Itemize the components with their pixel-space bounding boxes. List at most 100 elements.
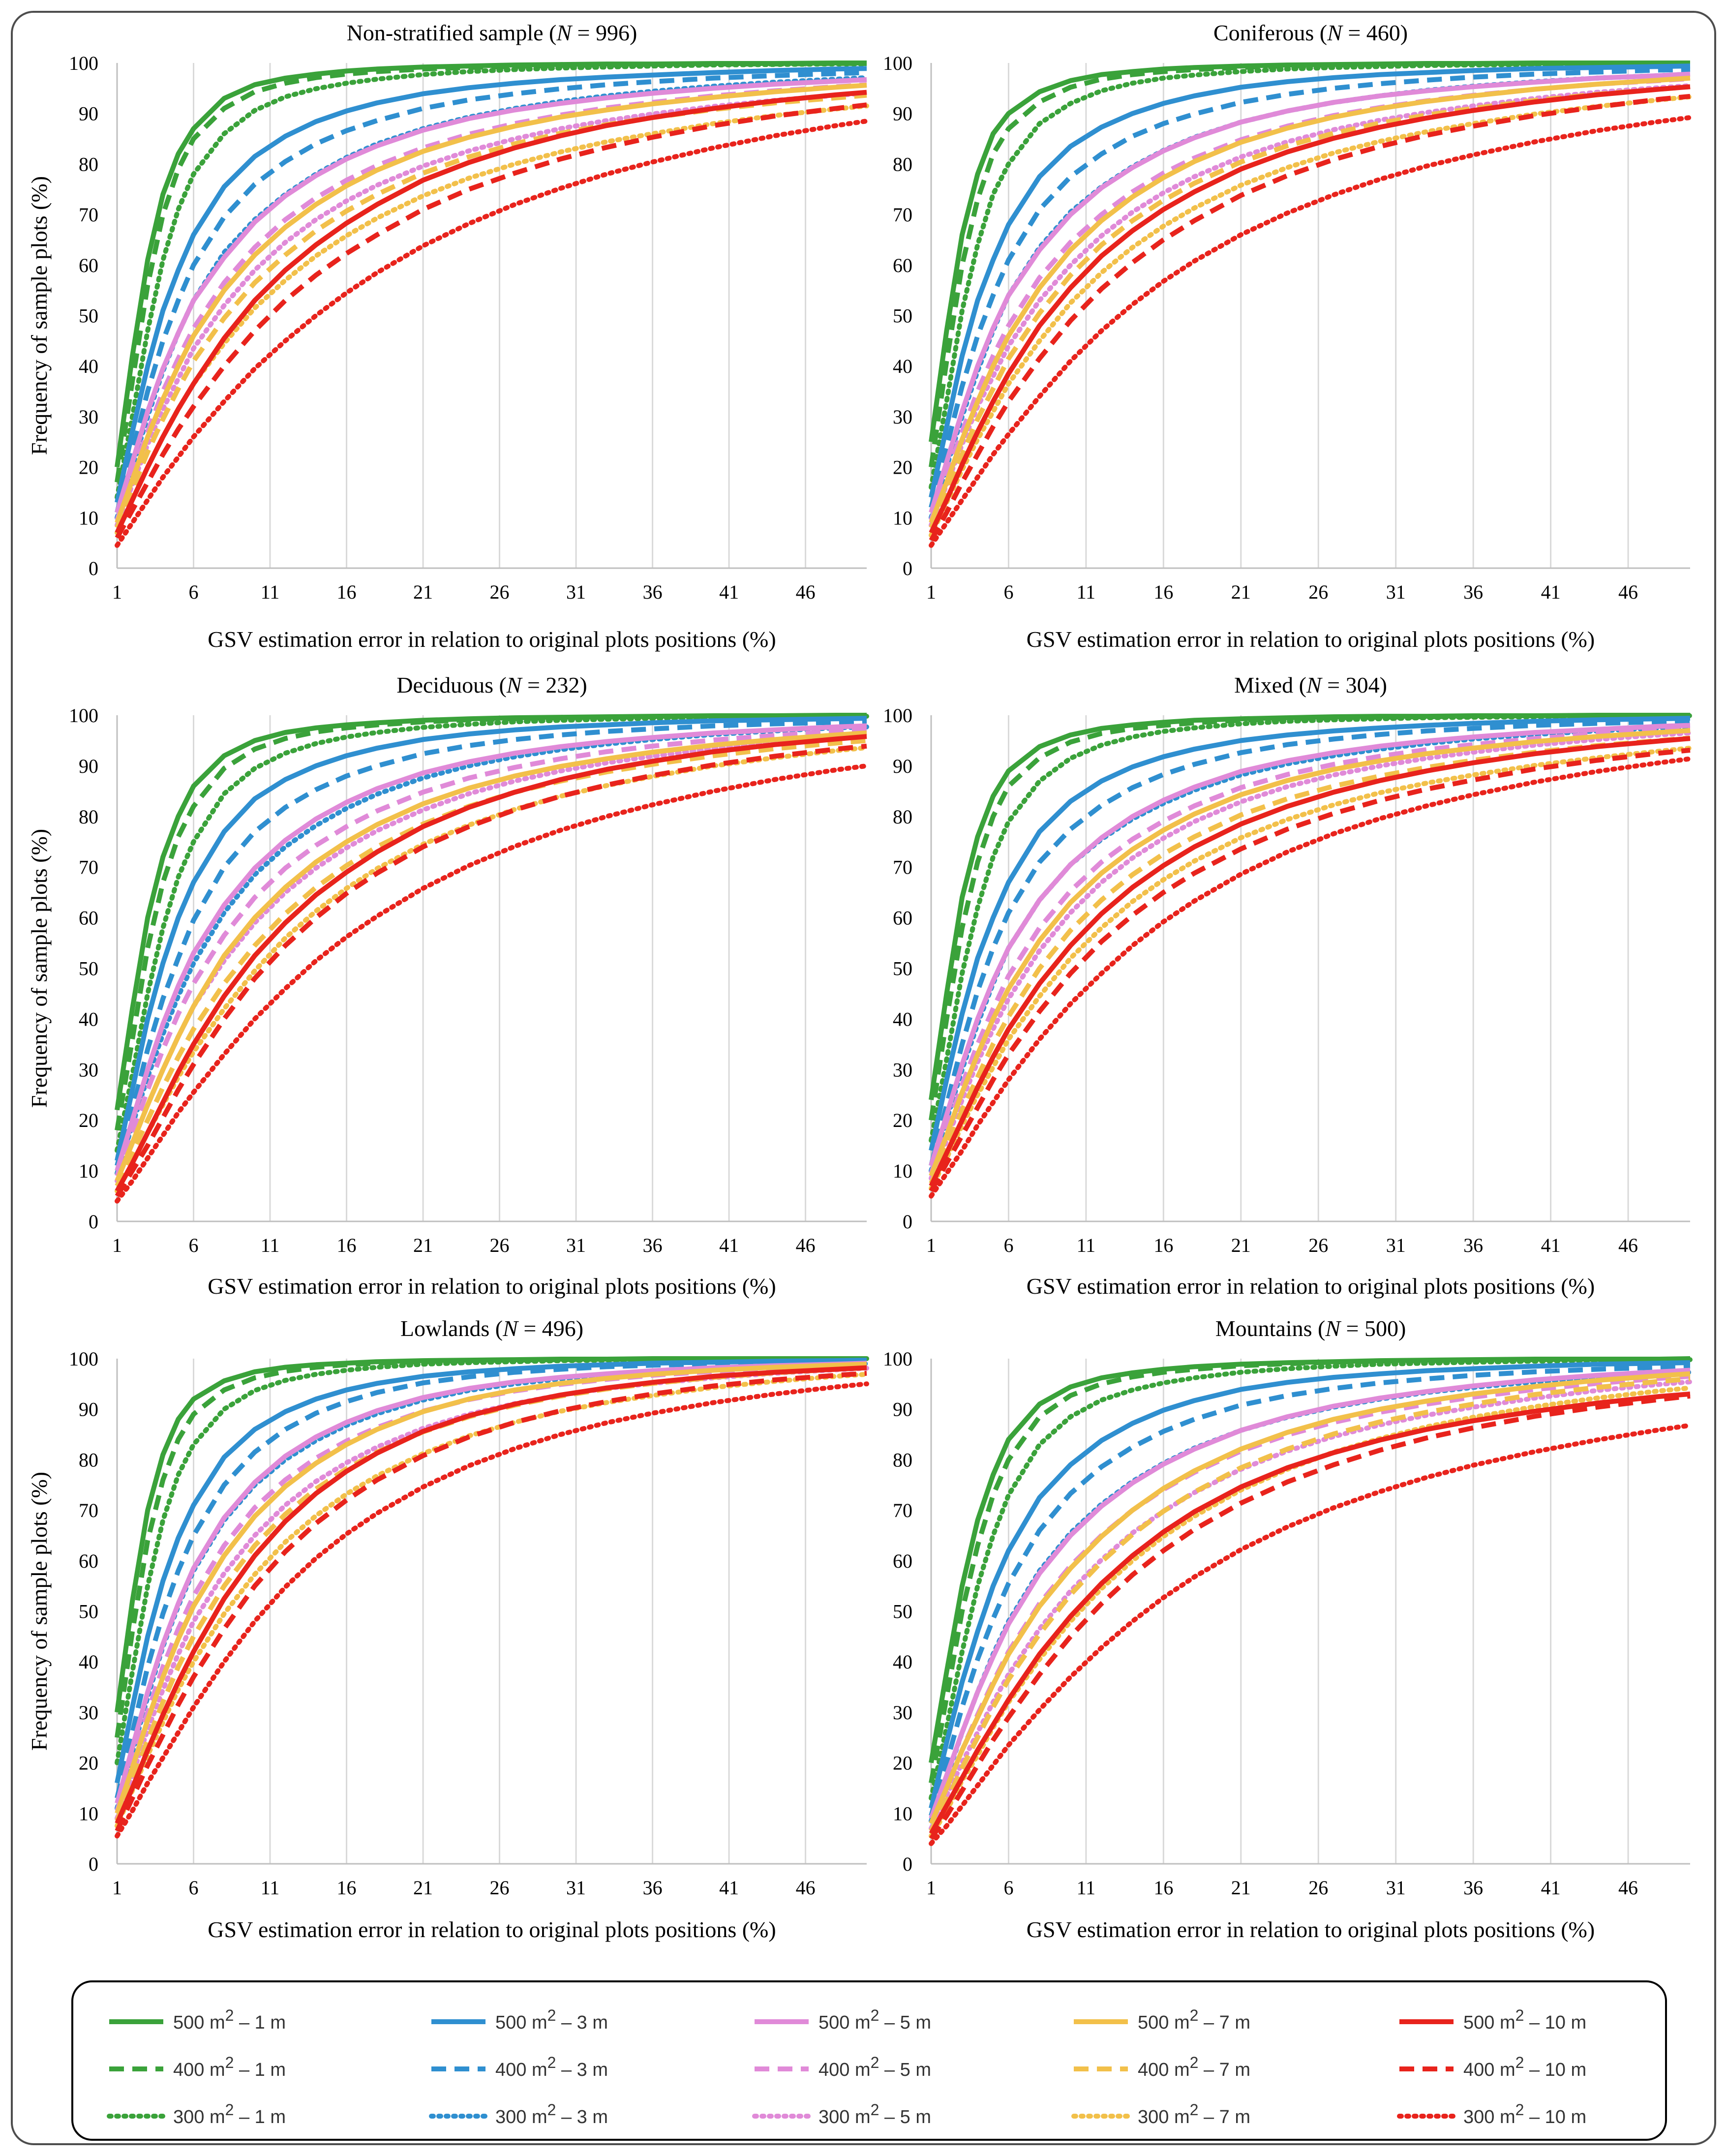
series-line: [115, 1381, 869, 1839]
series-line: [929, 83, 1693, 528]
x-tick-label: 21: [413, 581, 433, 603]
series-line: [929, 93, 1691, 542]
legend-label: 400 m2 – 5 m: [818, 2054, 931, 2080]
y-tick-label: 80: [79, 806, 98, 828]
series-line: [115, 77, 867, 514]
y-tick-label: 60: [893, 1550, 912, 1572]
x-tick-label: 46: [1618, 1877, 1638, 1899]
series-line: [115, 119, 869, 548]
y-tick-label: 20: [79, 1752, 98, 1774]
x-axis-label: GSV estimation error in relation to orig…: [208, 627, 776, 652]
series-line: [929, 1364, 1691, 1817]
series-line: [929, 1357, 1690, 1784]
legend-label: 400 m2 – 1 m: [173, 2054, 286, 2080]
x-tick-label: 21: [1231, 1234, 1251, 1256]
series-line: [929, 718, 1691, 1167]
y-tick-label: 70: [79, 204, 98, 226]
y-tick-label: 30: [79, 406, 98, 428]
y-tick-label: 90: [893, 103, 912, 125]
x-axis-label: GSV estimation error in relation to orig…: [1027, 1917, 1595, 1942]
x-tick-label: 21: [413, 1877, 433, 1899]
x-tick-label: 41: [1541, 1234, 1561, 1256]
series-line: [929, 1356, 1691, 1763]
x-tick-label: 31: [566, 1877, 586, 1899]
series-line: [115, 713, 867, 1131]
series-line: [115, 102, 867, 539]
y-tick-label: 90: [79, 755, 98, 777]
x-tick-label: 6: [189, 581, 199, 603]
x-tick-label: 16: [337, 1877, 357, 1899]
y-tick-label: 0: [89, 1211, 98, 1233]
series-line: [115, 1370, 867, 1832]
y-tick-label: 10: [893, 1160, 912, 1182]
x-tick-label: 1: [112, 1234, 122, 1256]
y-tick-label: 10: [893, 1802, 912, 1824]
y-tick-label: 90: [79, 1398, 98, 1421]
series-line: [929, 716, 1691, 1151]
y-tick-label: 100: [69, 1348, 98, 1370]
y-tick-label: 100: [69, 704, 98, 727]
y-tick-label: 100: [883, 1348, 912, 1370]
y-tick-label: 80: [79, 153, 98, 175]
series-line: [929, 1360, 1691, 1809]
x-tick-label: 6: [189, 1877, 199, 1899]
series-line: [115, 714, 869, 1153]
x-axis-label: GSV estimation error in relation to orig…: [1027, 1274, 1595, 1299]
x-tick-label: 41: [1541, 1877, 1561, 1899]
legend-label: 300 m2 – 5 m: [818, 2101, 931, 2127]
series-line: [929, 756, 1693, 1199]
series-line: [929, 76, 1691, 521]
legend-label: 400 m2 – 10 m: [1463, 2054, 1586, 2080]
series-line: [929, 115, 1693, 548]
series-line: [929, 67, 1691, 509]
y-tick-label: 20: [79, 1109, 98, 1131]
series-line: [115, 1362, 867, 1814]
y-tick-label: 90: [893, 755, 912, 777]
series-line: [929, 1385, 1693, 1839]
y-tick-label: 10: [893, 507, 912, 529]
y-tick-label: 20: [79, 456, 98, 479]
y-tick-label: 40: [79, 1008, 98, 1030]
x-tick-label: 46: [1618, 1234, 1638, 1256]
x-axis-label: GSV estimation error in relation to orig…: [1027, 627, 1595, 652]
series-line: [115, 734, 867, 1192]
x-tick-label: 36: [1463, 1234, 1483, 1256]
x-tick-label: 26: [1308, 1877, 1328, 1899]
legend-label: 400 m2 – 3 m: [495, 2054, 608, 2080]
x-tick-label: 31: [566, 581, 586, 603]
series-line: [929, 1371, 1691, 1824]
x-tick-label: 41: [1541, 581, 1561, 603]
x-tick-label: 31: [1386, 1234, 1406, 1256]
legend: 500 m2 – 1 m 400 m2 – 1 m 300 m2 – 1 m 500 …: [71, 1980, 1667, 2141]
x-tick-label: 11: [1077, 581, 1096, 603]
series-line: [115, 716, 867, 1161]
y-tick-label: 100: [883, 704, 912, 727]
x-tick-label: 36: [1463, 1877, 1483, 1899]
x-tick-label: 36: [643, 581, 663, 603]
series-line: [929, 748, 1691, 1192]
x-tick-label: 31: [1386, 581, 1406, 603]
y-tick-label: 30: [79, 1059, 98, 1081]
legend-label: 500 m2 – 7 m: [1138, 2006, 1250, 2033]
legend-label: 500 m2 – 10 m: [1463, 2006, 1586, 2033]
series-line: [929, 84, 1691, 529]
series-line: [929, 736, 1691, 1187]
series-line: [115, 1356, 869, 1765]
series-line: [929, 71, 1691, 514]
legend-label: 300 m2 – 7 m: [1138, 2101, 1250, 2127]
y-tick-label: 40: [893, 1008, 912, 1030]
y-tick-label: 20: [893, 456, 912, 479]
series-line: [115, 719, 867, 1167]
y-tick-label: 0: [903, 1853, 912, 1875]
x-tick-label: 16: [337, 581, 357, 603]
legend-label: 500 m2 – 5 m: [818, 2006, 931, 2033]
series-line: [115, 763, 869, 1204]
y-axis-label: Frequency of sample plots (%): [27, 176, 52, 455]
legend-label: 300 m2 – 10 m: [1463, 2101, 1586, 2127]
